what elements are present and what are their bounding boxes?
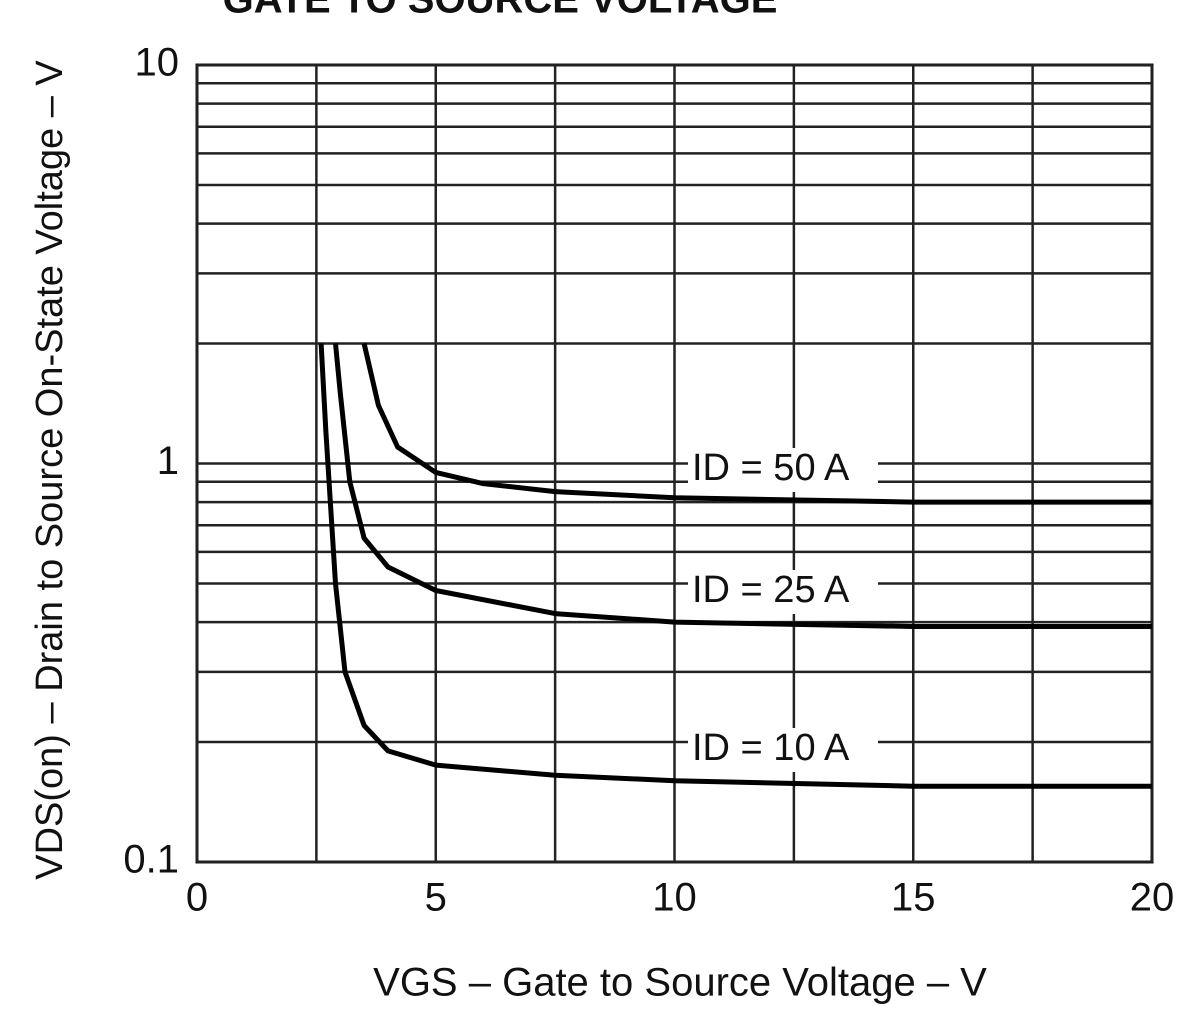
x-tick-label: 15 (891, 876, 936, 920)
data-line (361, 342, 1152, 505)
series-label-bg (688, 570, 878, 614)
series-label-bg (688, 448, 878, 492)
series-label-bg (688, 728, 878, 772)
y-tick-label: 1 (157, 439, 179, 483)
x-tick-label: 10 (652, 876, 697, 920)
chart-title: GATE TO SOURCE VOLTAGE (223, 0, 778, 22)
x-tick-label: 5 (425, 876, 447, 920)
y-axis-label: VDS(on) – Drain to Source On-State Volta… (29, 60, 71, 880)
x-tick-label: 20 (1130, 876, 1175, 920)
x-axis-label: VGS – Gate to Source Voltage – V (373, 961, 987, 1005)
y-tick-label: 0.1 (123, 838, 179, 882)
series-label: ID = 25 A (692, 569, 850, 611)
data-line (333, 343, 1152, 629)
data-line (318, 343, 1152, 789)
series-label: ID = 50 A (692, 447, 850, 489)
x-tick-label: 0 (186, 876, 208, 920)
series-label: ID = 10 A (692, 727, 850, 769)
y-tick-label: 10 (135, 41, 180, 85)
